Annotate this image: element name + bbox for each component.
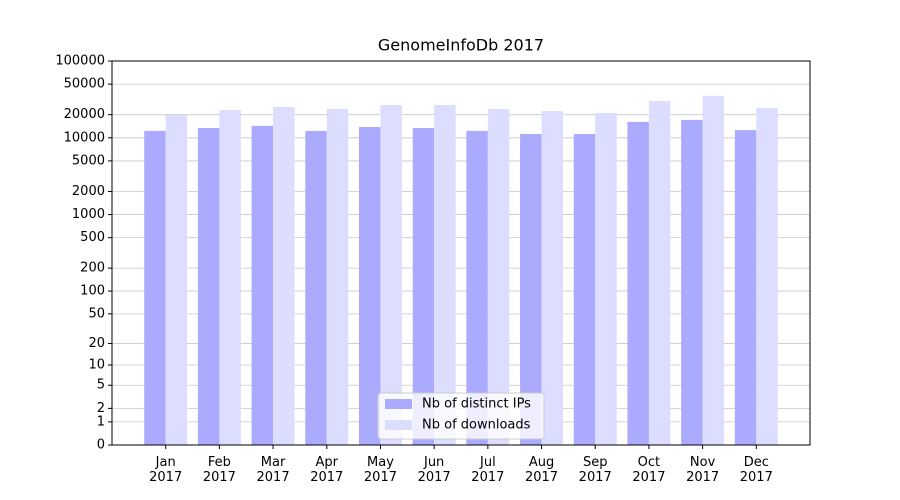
x-tick-label: Sep 2017 — [579, 455, 612, 485]
legend-box — [377, 392, 545, 440]
bar — [144, 130, 166, 445]
y-tick-label: 100 — [80, 284, 105, 299]
y-tick-label: 2000 — [72, 184, 105, 199]
y-tick-label: 10000 — [64, 130, 105, 145]
x-tick-label: Jan 2017 — [149, 455, 182, 485]
bar — [648, 101, 671, 445]
y-tick-label: 10 — [88, 358, 105, 373]
bar — [412, 128, 435, 445]
bar — [219, 110, 241, 446]
x-tick-label: Feb 2017 — [203, 455, 236, 485]
y-tick-label: 20000 — [64, 107, 105, 122]
chart-title: GenomeInfoDb 2017 — [378, 36, 544, 55]
bar — [434, 105, 456, 446]
y-tick-label: 50000 — [64, 77, 105, 92]
x-tick-label: Aug 2017 — [525, 455, 558, 485]
bar — [305, 130, 327, 445]
bar — [380, 105, 402, 446]
bar — [627, 121, 649, 446]
y-tick-label: 200 — [80, 261, 105, 276]
y-tick-label: 1000 — [72, 207, 105, 222]
bar — [358, 127, 381, 445]
y-tick-label: 500 — [80, 230, 105, 245]
y-tick-label: 50 — [88, 306, 105, 321]
bar — [326, 109, 349, 445]
bar — [251, 125, 274, 445]
y-tick-label: 5000 — [72, 153, 105, 168]
y-tick-label: 100000 — [55, 54, 105, 69]
x-tick-label: Dec 2017 — [740, 455, 773, 485]
bar — [702, 95, 725, 445]
bar — [734, 130, 757, 445]
bar — [520, 134, 542, 446]
x-tick-label: Jul 2017 — [471, 455, 504, 485]
plot-frame — [111, 60, 811, 446]
legend-swatch — [385, 420, 412, 430]
y-tick-label: 2 — [97, 401, 105, 416]
x-tick-label: Mar 2017 — [257, 455, 290, 485]
legend-swatch — [385, 399, 412, 409]
legend-label: Nb of distinct IPs — [422, 397, 531, 412]
x-tick-label: Oct 2017 — [632, 455, 665, 485]
bar — [595, 113, 617, 446]
bar — [756, 108, 778, 445]
x-tick-label: Nov 2017 — [686, 455, 719, 485]
bar — [273, 106, 295, 445]
y-tick-label: 0 — [97, 438, 105, 453]
y-tick-label: 5 — [97, 378, 105, 393]
x-tick-label: Apr 2017 — [310, 455, 343, 485]
bar — [197, 128, 220, 445]
bar — [573, 134, 596, 446]
x-tick-label: May 2017 — [364, 455, 397, 485]
legend-label: Nb of downloads — [422, 418, 531, 433]
bar — [681, 119, 703, 445]
y-tick-label: 1 — [97, 414, 105, 429]
bar — [466, 130, 488, 445]
bar — [165, 115, 188, 446]
bar — [487, 109, 510, 445]
y-tick-label: 20 — [88, 336, 105, 351]
x-tick-label: Jun 2017 — [418, 455, 451, 485]
bar — [541, 111, 564, 445]
